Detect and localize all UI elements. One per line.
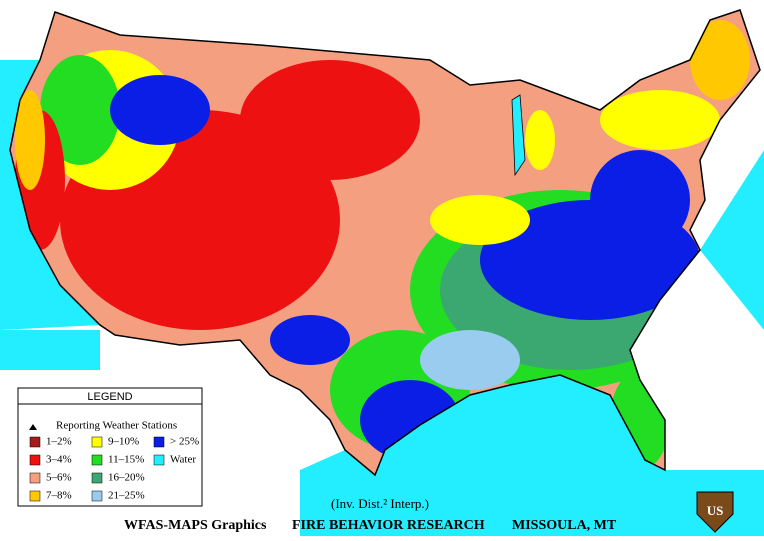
legend-swatch — [29, 490, 41, 502]
lake-michigan — [511, 94, 526, 177]
legend-swatch — [153, 454, 165, 466]
legend-title: LEGEND — [87, 391, 132, 403]
legend-swatch — [91, 436, 103, 448]
legend-label: 7–8% — [46, 490, 72, 502]
legend-label: 11–15% — [108, 454, 144, 466]
legend-box — [17, 387, 203, 507]
legend-stations: Reporting Weather Stations — [56, 420, 177, 432]
legend-swatch — [91, 490, 103, 502]
legend-label: 16–20% — [108, 472, 145, 484]
legend-label: Water — [170, 454, 196, 466]
legend-swatch — [91, 472, 103, 484]
legend-swatch — [91, 454, 103, 466]
footer-right: MISSOULA, MT — [512, 518, 617, 533]
legend-swatch — [29, 472, 41, 484]
us-outline — [9, 9, 761, 477]
usfs-logo: US — [696, 491, 734, 533]
legend: LEGEND Reporting Weather Stations 1–2% 3–… — [17, 387, 203, 507]
station-marker — [29, 424, 37, 430]
legend-swatch — [153, 436, 165, 448]
ocean — [0, 60, 764, 536]
footer-left: WFAS-MAPS Graphics — [124, 518, 267, 533]
legend-swatch — [29, 436, 41, 448]
legend-label: 3–4% — [46, 454, 72, 466]
interpolation-note: (Inv. Dist.² Interp.) — [331, 496, 429, 511]
logo-text: US — [707, 503, 724, 518]
legend-label: > 25% — [170, 436, 199, 448]
footer-center: FIRE BEHAVIOR RESEARCH — [292, 518, 485, 533]
legend-label: 1–2% — [46, 436, 72, 448]
legend-label: 21–25% — [108, 490, 145, 502]
legend-label: 5–6% — [46, 472, 72, 484]
legend-swatch — [29, 454, 41, 466]
legend-label: 9–10% — [108, 436, 139, 448]
